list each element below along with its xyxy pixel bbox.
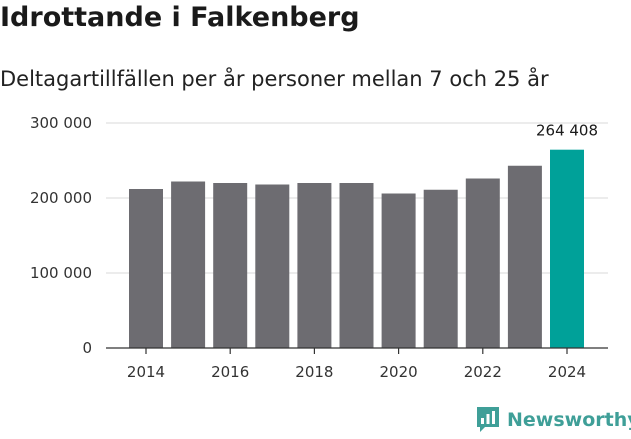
bar-2019: [339, 183, 374, 348]
axes: [106, 347, 608, 354]
chart-subtitle: Deltagartillfällen per år personer mella…: [0, 67, 549, 91]
x-tick-label: 2020: [380, 363, 418, 381]
bar-2015: [171, 181, 206, 348]
bar-chart: 0 100 000 200 000 300 000 2014 2016 2018 2020 20…: [30, 114, 608, 381]
brand-name: Newsworthy: [507, 408, 631, 431]
x-tick-label: 2018: [295, 363, 333, 381]
y-tick-label: 200 000: [30, 189, 92, 207]
y-tick-label: 300 000: [30, 114, 92, 132]
bar-2023: [507, 165, 542, 348]
brand-logo: Newsworthy: [476, 406, 631, 433]
chart-title: Idrottande i Falkenberg: [0, 2, 360, 33]
bar-2014: [129, 189, 163, 348]
x-tick-label: 2024: [548, 363, 586, 381]
bars: [129, 149, 584, 348]
x-tick-label: 2022: [464, 363, 502, 381]
bar-2016: [213, 183, 248, 348]
labels: 0 100 000 200 000 300 000 2014 2016 2018 2020 20…: [30, 114, 598, 381]
bar-2021: [423, 189, 458, 348]
y-tick-label: 100 000: [30, 264, 92, 282]
x-tick-label: 2016: [211, 363, 249, 381]
y-tick-label: 0: [82, 339, 92, 357]
bar-2018: [297, 183, 332, 348]
x-tick-label: 2014: [127, 363, 165, 381]
bar-2022: [465, 178, 500, 348]
bar-2017: [255, 184, 290, 348]
newsworthy-logo-icon: [477, 407, 499, 432]
data-label: 264 408: [536, 122, 598, 140]
bar-2020: [381, 193, 416, 348]
bar-2024: [550, 149, 584, 348]
